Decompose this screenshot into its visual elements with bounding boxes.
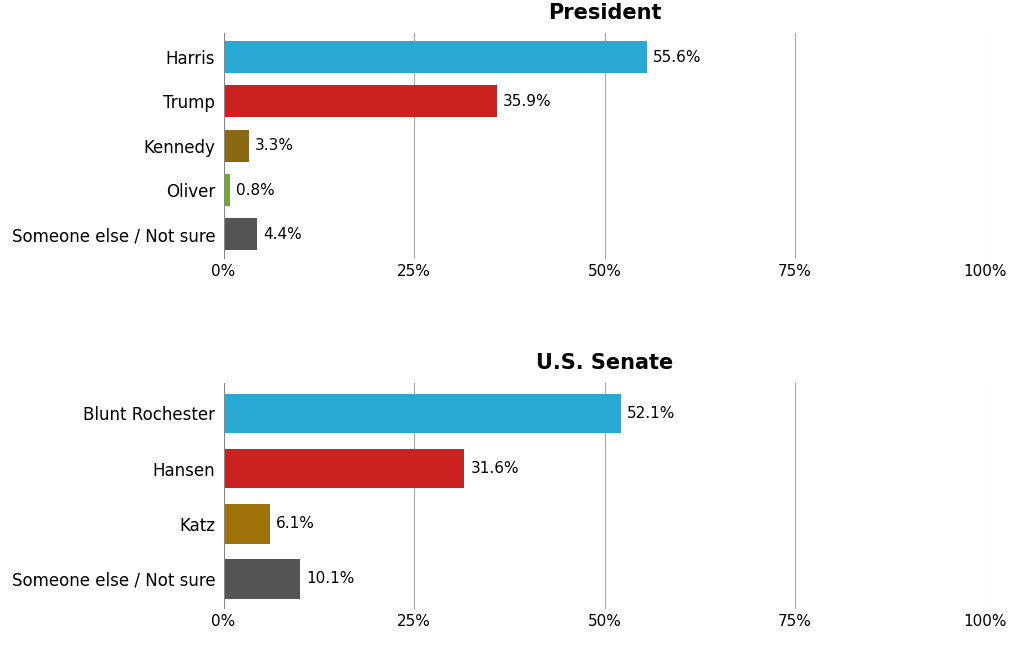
Text: 35.9%: 35.9%	[503, 94, 552, 109]
Text: 55.6%: 55.6%	[653, 50, 702, 65]
Bar	[224, 449, 464, 489]
Text: 4.4%: 4.4%	[263, 227, 302, 242]
Text: 3.3%: 3.3%	[255, 138, 294, 153]
Title: U.S. Senate: U.S. Senate	[535, 353, 674, 373]
Bar	[224, 394, 621, 433]
Bar	[224, 174, 230, 206]
Title: President: President	[548, 3, 661, 23]
Bar	[224, 41, 647, 73]
Text: 0.8%: 0.8%	[236, 183, 274, 198]
Bar	[224, 86, 497, 117]
Text: 52.1%: 52.1%	[627, 406, 675, 421]
Bar	[224, 219, 257, 250]
Text: 6.1%: 6.1%	[276, 516, 315, 531]
Bar	[224, 130, 249, 162]
Text: 31.6%: 31.6%	[470, 461, 519, 476]
Bar	[224, 559, 301, 599]
Bar	[224, 504, 270, 544]
Text: 10.1%: 10.1%	[307, 571, 355, 586]
